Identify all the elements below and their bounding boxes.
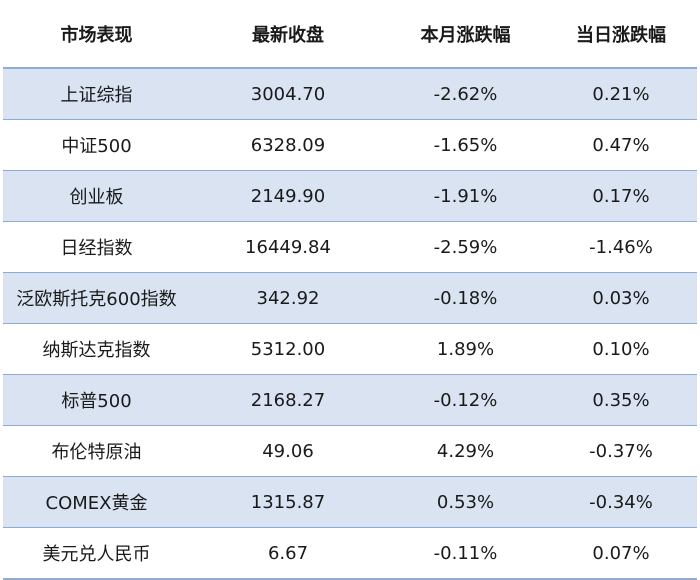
cell-day-change: 0.03% (545, 272, 697, 324)
cell-market: 中证500 (3, 119, 190, 171)
table-row: 日经指数 16449.84 -2.59% -1.46% (3, 221, 697, 273)
cell-market: 泛欧斯托克600指数 (3, 272, 190, 324)
market-table-container: 市场表现 最新收盘 本月涨跌幅 当日涨跌幅 上证综指 3004.70 -2.62… (3, 0, 697, 580)
cell-latest-close: 2168.27 (190, 374, 386, 426)
cell-day-change: 0.07% (545, 527, 697, 580)
table-row: 上证综指 3004.70 -2.62% 0.21% (3, 68, 697, 120)
cell-month-change: -0.12% (386, 374, 545, 426)
table-body: 上证综指 3004.70 -2.62% 0.21% 中证500 6328.09 … (3, 68, 697, 580)
cell-month-change: -2.62% (386, 68, 545, 120)
cell-day-change: 0.35% (545, 374, 697, 426)
cell-market: 创业板 (3, 170, 190, 222)
cell-month-change: -2.59% (386, 221, 545, 273)
table-row: 创业板 2149.90 -1.91% 0.17% (3, 170, 697, 222)
cell-day-change: 0.10% (545, 323, 697, 375)
cell-latest-close: 49.06 (190, 425, 386, 477)
cell-latest-close: 5312.00 (190, 323, 386, 375)
cell-latest-close: 6.67 (190, 527, 386, 580)
cell-latest-close: 1315.87 (190, 476, 386, 528)
cell-month-change: 0.53% (386, 476, 545, 528)
cell-day-change: -0.37% (545, 425, 697, 477)
cell-day-change: 0.17% (545, 170, 697, 222)
market-performance-table: 市场表现 最新收盘 本月涨跌幅 当日涨跌幅 上证综指 3004.70 -2.62… (3, 0, 697, 580)
header-market: 市场表现 (3, 0, 190, 69)
cell-month-change: 1.89% (386, 323, 545, 375)
table-row: COMEX黄金 1315.87 0.53% -0.34% (3, 476, 697, 528)
table-row: 中证500 6328.09 -1.65% 0.47% (3, 119, 697, 171)
table-row: 泛欧斯托克600指数 342.92 -0.18% 0.03% (3, 272, 697, 324)
cell-market: 布伦特原油 (3, 425, 190, 477)
cell-latest-close: 342.92 (190, 272, 386, 324)
header-month-change: 本月涨跌幅 (386, 0, 545, 69)
table-row: 标普500 2168.27 -0.12% 0.35% (3, 374, 697, 426)
cell-month-change: -0.11% (386, 527, 545, 580)
cell-month-change: -0.18% (386, 272, 545, 324)
cell-day-change: -0.34% (545, 476, 697, 528)
cell-day-change: 0.47% (545, 119, 697, 171)
cell-market: 美元兑人民币 (3, 527, 190, 580)
cell-month-change: -1.65% (386, 119, 545, 171)
cell-market: 上证综指 (3, 68, 190, 120)
cell-latest-close: 3004.70 (190, 68, 386, 120)
cell-market: COMEX黄金 (3, 476, 190, 528)
cell-latest-close: 2149.90 (190, 170, 386, 222)
table-row: 纳斯达克指数 5312.00 1.89% 0.10% (3, 323, 697, 375)
cell-market: 纳斯达克指数 (3, 323, 190, 375)
cell-latest-close: 6328.09 (190, 119, 386, 171)
cell-day-change: 0.21% (545, 68, 697, 120)
header-latest-close: 最新收盘 (190, 0, 386, 69)
cell-market: 日经指数 (3, 221, 190, 273)
cell-month-change: -1.91% (386, 170, 545, 222)
header-row: 市场表现 最新收盘 本月涨跌幅 当日涨跌幅 (3, 0, 697, 69)
cell-month-change: 4.29% (386, 425, 545, 477)
cell-market: 标普500 (3, 374, 190, 426)
table-row: 布伦特原油 49.06 4.29% -0.37% (3, 425, 697, 477)
header-day-change: 当日涨跌幅 (545, 0, 697, 69)
table-row: 美元兑人民币 6.67 -0.11% 0.07% (3, 527, 697, 580)
cell-latest-close: 16449.84 (190, 221, 386, 273)
cell-day-change: -1.46% (545, 221, 697, 273)
table-header: 市场表现 最新收盘 本月涨跌幅 当日涨跌幅 (3, 0, 697, 69)
